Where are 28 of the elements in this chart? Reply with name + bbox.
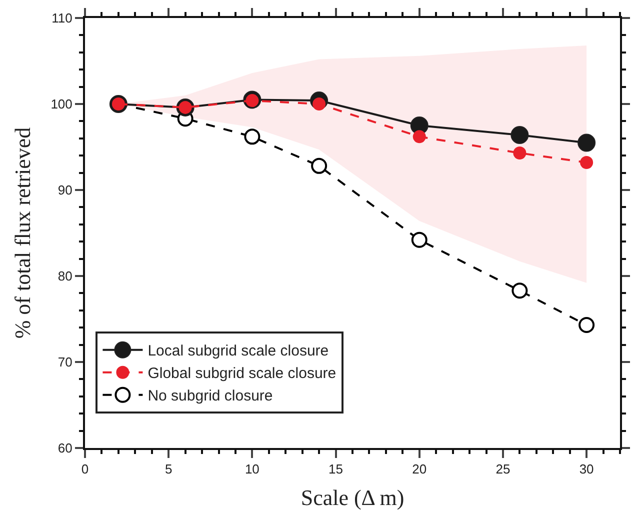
point [578,317,595,334]
point [578,134,596,152]
point [580,156,594,169]
x-tick-label: 25 [496,462,510,477]
legend-label: Local subgrid scale closure [148,342,329,360]
y-tick-label: 110 [52,10,72,26]
legend-label: Global subgrid scale closure [148,365,336,382]
point [244,128,260,145]
point [512,282,528,299]
x-tick-label: 15 [328,462,344,477]
legend-label: No subgrid closure [148,388,273,405]
point [510,126,529,144]
point [411,232,428,248]
y-tick-label: 70 [58,354,72,370]
y-tick-label: 100 [50,96,72,112]
x-tick-label: 20 [412,462,427,477]
point [513,146,526,160]
x-tick-label: 10 [244,462,260,477]
x-tick-label: 30 [579,462,594,477]
y-tick-label: 60 [58,440,72,456]
x-tick-label: 5 [164,462,172,477]
y-tick-label: 80 [58,268,72,284]
x-axis-title: Scale (Δ m) [300,485,404,510]
y-tick-label: 90 [58,182,72,198]
y-axis-title: % of total flux retrieved [10,127,35,339]
point [412,130,426,144]
point [311,158,328,174]
x-tick-label: 0 [81,462,89,477]
